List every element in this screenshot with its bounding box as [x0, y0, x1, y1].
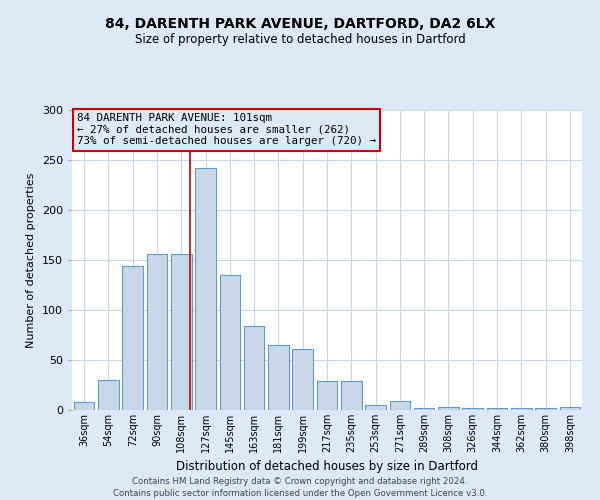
- Bar: [268, 345, 289, 410]
- Bar: [146, 254, 167, 410]
- Bar: [414, 408, 434, 410]
- Text: Size of property relative to detached houses in Dartford: Size of property relative to detached ho…: [134, 32, 466, 46]
- Bar: [171, 254, 191, 410]
- Text: Contains HM Land Registry data © Crown copyright and database right 2024.: Contains HM Land Registry data © Crown c…: [132, 478, 468, 486]
- Bar: [98, 380, 119, 410]
- Bar: [292, 349, 313, 410]
- Bar: [438, 407, 459, 410]
- Bar: [389, 401, 410, 410]
- Bar: [74, 402, 94, 410]
- Text: 84 DARENTH PARK AVENUE: 101sqm
← 27% of detached houses are smaller (262)
73% of: 84 DARENTH PARK AVENUE: 101sqm ← 27% of …: [77, 113, 376, 146]
- X-axis label: Distribution of detached houses by size in Dartford: Distribution of detached houses by size …: [176, 460, 478, 473]
- Bar: [365, 405, 386, 410]
- Bar: [560, 407, 580, 410]
- Bar: [535, 408, 556, 410]
- Bar: [511, 408, 532, 410]
- Bar: [317, 381, 337, 410]
- Text: Contains public sector information licensed under the Open Government Licence v3: Contains public sector information licen…: [113, 489, 487, 498]
- Bar: [195, 168, 216, 410]
- Bar: [463, 408, 483, 410]
- Y-axis label: Number of detached properties: Number of detached properties: [26, 172, 36, 348]
- Text: 84, DARENTH PARK AVENUE, DARTFORD, DA2 6LX: 84, DARENTH PARK AVENUE, DARTFORD, DA2 6…: [105, 18, 495, 32]
- Bar: [122, 266, 143, 410]
- Bar: [220, 275, 240, 410]
- Bar: [487, 408, 508, 410]
- Bar: [244, 326, 265, 410]
- Bar: [341, 381, 362, 410]
